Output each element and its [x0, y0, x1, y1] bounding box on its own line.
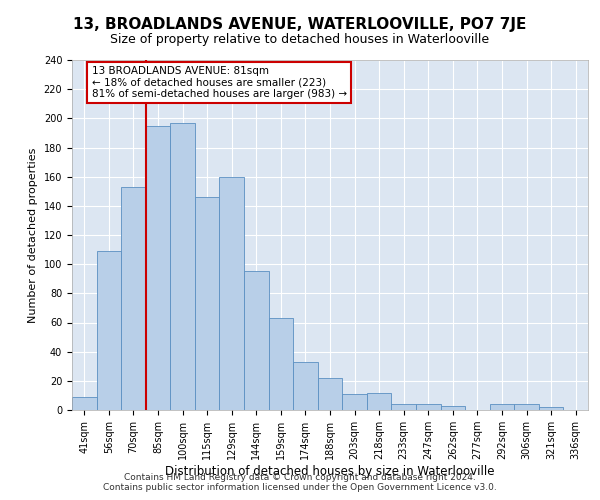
Bar [539, 407, 563, 410]
Bar [97, 251, 121, 410]
Text: Contains HM Land Registry data © Crown copyright and database right 2024.
Contai: Contains HM Land Registry data © Crown c… [103, 473, 497, 492]
Bar [121, 187, 146, 410]
Y-axis label: Number of detached properties: Number of detached properties [28, 148, 38, 322]
Text: Size of property relative to detached houses in Waterlooville: Size of property relative to detached ho… [110, 32, 490, 46]
Bar [293, 362, 318, 410]
X-axis label: Distribution of detached houses by size in Waterlooville: Distribution of detached houses by size … [165, 465, 495, 478]
Bar [72, 397, 97, 410]
Bar [146, 126, 170, 410]
Bar [269, 318, 293, 410]
Bar [195, 197, 220, 410]
Bar [416, 404, 440, 410]
Bar [342, 394, 367, 410]
Bar [170, 122, 195, 410]
Text: 13 BROADLANDS AVENUE: 81sqm
← 18% of detached houses are smaller (223)
81% of se: 13 BROADLANDS AVENUE: 81sqm ← 18% of det… [92, 66, 347, 99]
Bar [367, 392, 391, 410]
Bar [490, 404, 514, 410]
Text: 13, BROADLANDS AVENUE, WATERLOOVILLE, PO7 7JE: 13, BROADLANDS AVENUE, WATERLOOVILLE, PO… [73, 18, 527, 32]
Bar [220, 176, 244, 410]
Bar [391, 404, 416, 410]
Bar [318, 378, 342, 410]
Bar [440, 406, 465, 410]
Bar [244, 272, 269, 410]
Bar [514, 404, 539, 410]
